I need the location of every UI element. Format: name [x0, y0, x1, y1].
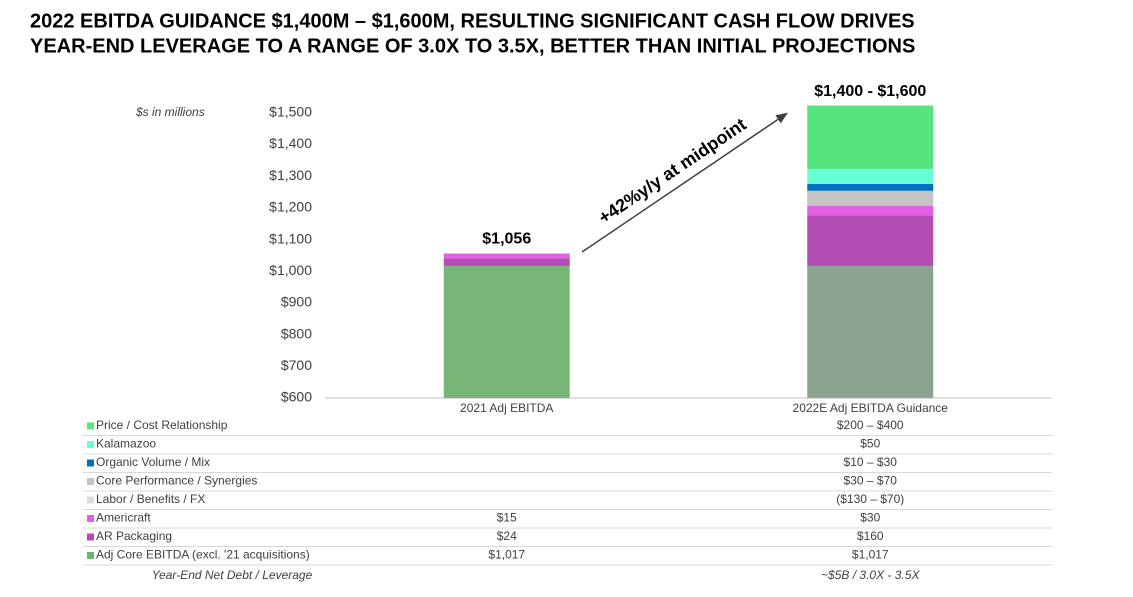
unit-note: $s in millions	[135, 105, 205, 119]
legend-swatch	[87, 422, 94, 430]
legend-swatch	[87, 441, 94, 448]
table-value: ($130 – $70)	[836, 492, 904, 506]
total-label: $1,056	[482, 231, 531, 248]
bar-segment	[807, 105, 934, 169]
table-value: $1,017	[852, 548, 889, 562]
footer-value: ~$5B / 3.0X - 3.5X	[821, 568, 920, 582]
table-value: $10 – $30	[844, 455, 898, 469]
x-tick-label: 2022E Adj EBITDA Guidance	[793, 401, 949, 415]
table-value: $30 – $70	[844, 474, 898, 488]
bar-segment	[807, 183, 934, 191]
legend-label: Labor / Benefits / FX	[96, 492, 205, 506]
y-tick-label: $900	[281, 294, 312, 310]
y-tick-label: $1,300	[269, 167, 312, 183]
bar-segment	[807, 205, 934, 216]
legend-swatch	[87, 552, 94, 559]
y-tick-label: $1,400	[269, 135, 312, 151]
legend-label: AR Packaging	[96, 529, 172, 543]
table-value: $15	[497, 511, 517, 525]
annotation: +42%y/y at midpoint	[595, 114, 750, 228]
bar-segment	[443, 265, 570, 398]
legend-label: Price / Cost Relationship	[96, 418, 228, 432]
table-value: $30	[860, 511, 880, 525]
bar-segment	[807, 215, 934, 266]
y-tick-label: $1,000	[269, 262, 312, 278]
table-value: $1,017	[488, 548, 525, 562]
bar-segment	[807, 265, 934, 398]
legend-label: Adj Core EBITDA (excl. '21 acquisitions)	[96, 548, 310, 562]
y-tick-label: $1,200	[269, 199, 312, 215]
y-tick-label: $1,100	[269, 230, 312, 246]
table-value: $160	[857, 529, 884, 543]
x-tick-label: 2021 Adj EBITDA	[460, 401, 553, 415]
table-value: $24	[497, 529, 517, 543]
legend-label: Americraft	[96, 511, 151, 525]
y-tick-label: $600	[281, 389, 312, 405]
title-line: 2022 EBITDA GUIDANCE $1,400M – $1,600M, …	[30, 10, 915, 32]
total-label: $1,400 - $1,600	[814, 83, 926, 100]
legend-label: Kalamazoo	[96, 437, 156, 451]
footer-label: Year-End Net Debt / Leverage	[152, 568, 313, 582]
table-value: $50	[860, 437, 880, 451]
legend-swatch	[87, 478, 94, 485]
arrow	[581, 112, 788, 253]
legend-label: Organic Volume / Mix	[96, 455, 210, 469]
legend-swatch	[87, 533, 94, 541]
legend-label: Core Performance / Synergies	[96, 474, 257, 488]
bar-segment	[443, 253, 570, 259]
bar-segment	[807, 168, 934, 184]
legend-swatch	[87, 496, 94, 504]
legend-swatch	[87, 515, 94, 522]
y-tick-label: $1,500	[269, 104, 312, 120]
title-line: YEAR-END LEVERAGE TO A RANGE OF 3.0X TO …	[30, 35, 915, 57]
bar-segment	[807, 190, 934, 206]
y-tick-label: $800	[281, 325, 312, 341]
bar-segment	[443, 258, 570, 266]
table-value: $200 – $400	[837, 418, 904, 432]
y-tick-label: $700	[281, 357, 312, 373]
legend-swatch	[87, 459, 94, 467]
